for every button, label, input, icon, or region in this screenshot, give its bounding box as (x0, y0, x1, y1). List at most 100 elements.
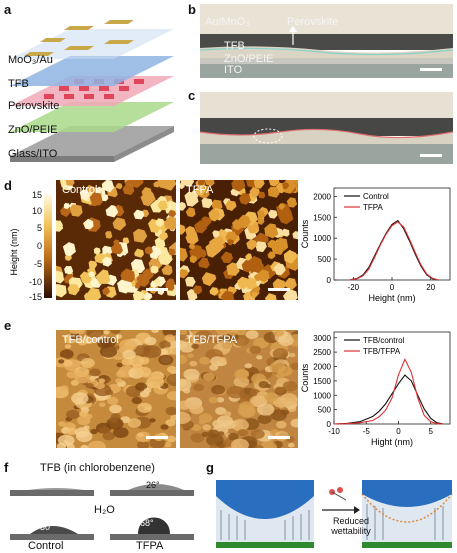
afm-grain (184, 191, 199, 207)
afm-blob (251, 429, 265, 439)
afm-blob (166, 373, 176, 387)
afm-blob (136, 366, 152, 377)
x-tick-label: -20 (348, 283, 360, 292)
afm-blob (90, 428, 98, 435)
afm-grain (133, 209, 145, 220)
afm-grain (267, 251, 276, 260)
afm-grain (121, 268, 135, 283)
afm-image-control (56, 180, 176, 300)
afm-grain (195, 185, 206, 196)
afm-blob (170, 414, 176, 421)
afm-blob (199, 356, 211, 365)
afm-grain (225, 200, 237, 211)
afm-blob (115, 334, 123, 339)
y-tick-label: 1500 (313, 377, 331, 386)
afm-grain (168, 209, 176, 218)
afm-blob (58, 359, 65, 364)
afm-image-tfpa (180, 180, 298, 300)
afm-blob (163, 441, 172, 448)
afm-grain (101, 180, 115, 193)
layer-label-tfb: TFB (8, 78, 29, 90)
cbar-tick-15: 15 (31, 190, 42, 200)
afm-grain (88, 271, 95, 278)
y-tick-label: 2000 (313, 363, 331, 372)
afm-grain (83, 292, 93, 300)
afm-grain (105, 231, 113, 239)
afm-grain (122, 237, 130, 245)
afm-blob (211, 384, 225, 395)
afm-blob (180, 400, 192, 410)
afm-grain (201, 272, 217, 287)
arrow-right-icon (354, 506, 360, 514)
afm-blob (256, 355, 263, 360)
panel-label-e: e (4, 318, 12, 333)
afm-blob (115, 378, 123, 384)
afm-grain (227, 238, 234, 246)
y-tick-label: 2000 (313, 192, 331, 201)
afm-blob (237, 429, 248, 437)
afm-grain (241, 260, 254, 273)
height-histogram-chart-e: -10 -5 0 5 0 500 1000 1500 2000 2500 3000 Hight (nm… (300, 331, 451, 447)
panel-label-a: a (4, 2, 12, 17)
afm-grain (185, 276, 196, 287)
afm-grain (79, 189, 90, 200)
afm-blob (85, 383, 94, 389)
layer-label-zno: ZnO/PEIE (8, 124, 58, 136)
afm-blob (255, 444, 264, 448)
afm-grain (136, 273, 150, 287)
plot-frame (333, 187, 451, 281)
plot-frame (333, 331, 451, 425)
afm-blob (274, 386, 285, 394)
x-tick-label: 0 (390, 283, 395, 292)
caption-control: Control (28, 540, 64, 552)
afm-blob (74, 372, 91, 384)
angle-value-4: 68° (140, 518, 154, 528)
afm-grain (281, 228, 290, 237)
afm-blob (193, 383, 204, 392)
panel-label-f: f (4, 460, 9, 475)
cbar-tick-5: 5 (36, 223, 42, 233)
afm-blob (59, 349, 74, 359)
device-stack-diagram (10, 20, 174, 162)
label-top-electrode: Au/MnO₃ (205, 16, 250, 28)
afm-blob (165, 419, 176, 427)
afm-blob (167, 365, 176, 373)
afm-blob (208, 429, 220, 438)
afm-grain (257, 269, 270, 282)
afm-blob (228, 432, 239, 441)
x-tick-label: -5 (363, 427, 371, 436)
afm-blob (278, 335, 294, 346)
afm-blob (180, 354, 188, 365)
afm-grain (201, 197, 213, 209)
afm-blob (257, 403, 275, 416)
afm-blob (102, 431, 115, 441)
afm-blob (244, 363, 253, 369)
y-tick-label: 1000 (313, 391, 331, 400)
afm-grain (215, 235, 224, 245)
water-label: H₂O (94, 504, 115, 516)
afm-blob (245, 330, 259, 340)
afm-blob (189, 360, 198, 367)
y-tick-label: 1000 (313, 234, 331, 243)
y-tick-label: 1500 (313, 213, 331, 222)
afm-blob (258, 381, 269, 389)
afm-blob (80, 358, 95, 368)
afm-grain (122, 184, 135, 195)
afm-label-control: Control (62, 184, 98, 196)
afm-grain (226, 262, 240, 276)
afm-grain (273, 263, 286, 276)
afm-grain (249, 187, 260, 198)
afm-blob (60, 385, 69, 392)
x-tick-label: 0 (396, 427, 401, 436)
afm-blob (233, 420, 240, 426)
afm-grain (138, 292, 144, 299)
y-axis-label: Counts (300, 219, 310, 248)
label-perovskite: Perovskite (287, 16, 339, 28)
afm-blob (208, 396, 219, 404)
afm-grain (267, 186, 280, 198)
y-tick-label: 3000 (313, 334, 331, 343)
afm-grain (180, 201, 187, 211)
x-axis-label: Hight (nm) (371, 437, 413, 447)
afm-blob (190, 433, 205, 443)
cross-section-image-b (200, 4, 453, 78)
